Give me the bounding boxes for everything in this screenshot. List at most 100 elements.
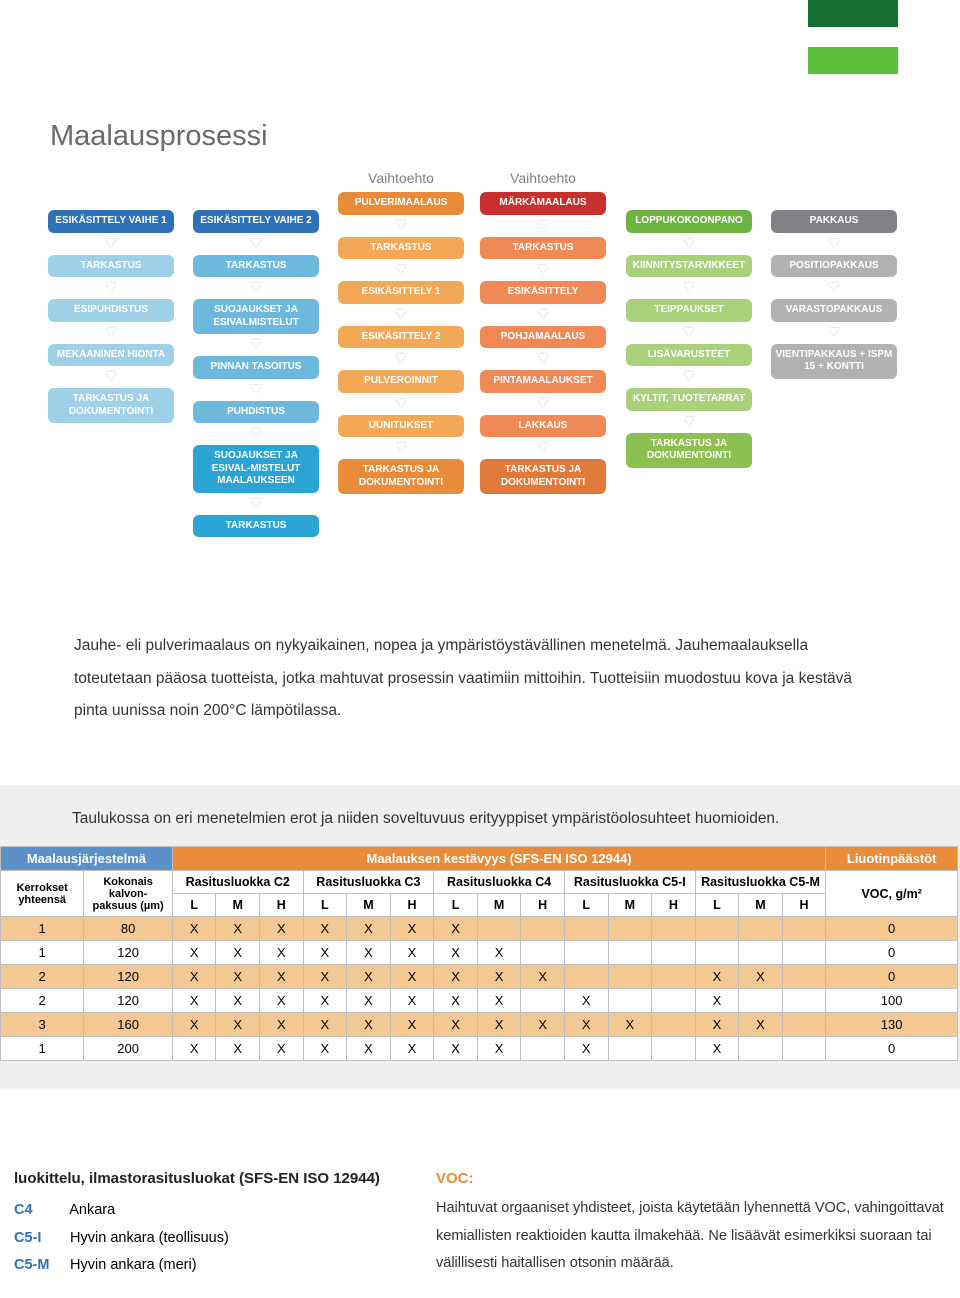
cell-x: [564, 965, 608, 989]
flow-node: SUOJAUKSET JA ESIVALMISTELUT: [193, 299, 319, 334]
cell-x: X: [216, 989, 260, 1013]
cell-x: [608, 965, 652, 989]
cell-x: X: [477, 941, 521, 965]
classification-def: C4 Ankara: [14, 1197, 434, 1225]
cell-voc: 0: [826, 965, 958, 989]
flow-node: PAKKAUS: [771, 210, 897, 233]
cell-x: X: [303, 917, 347, 941]
cell-x: X: [390, 1013, 434, 1037]
flow-node: KIINNITYSTARVIKKEET: [626, 255, 752, 278]
cell-layers: 1: [1, 1037, 84, 1061]
cell-x: X: [390, 965, 434, 989]
cell-x: X: [695, 1013, 739, 1037]
cell-x: [652, 989, 696, 1013]
flow-node: PINNAN TASOITUS: [193, 356, 319, 379]
th-class: Rasitusluokka C5-I: [564, 871, 695, 894]
flow-column: VaihtoehtoMÄRKÄMAALAUSTARKASTUSESIKÄSITT…: [480, 170, 606, 516]
cell-x: [652, 1013, 696, 1037]
arrow-down-icon: [684, 283, 694, 291]
th-voc: Liuotinpäästöt: [826, 847, 958, 871]
flow-node: ESIKÄSITTELY: [480, 281, 606, 304]
table-row: 3160XXXXXXXXXXXXX130: [1, 1013, 958, 1037]
th-lmh: H: [521, 894, 565, 917]
flow-node: MÄRKÄMAALAUS: [480, 192, 606, 215]
th-lmh: M: [739, 894, 783, 917]
option-label: Vaihtoehto: [338, 170, 464, 186]
cell-x: X: [390, 917, 434, 941]
th-lmh: L: [172, 894, 216, 917]
cell-voc: 0: [826, 941, 958, 965]
th-layers: Kerrokset yhteensä: [1, 871, 84, 917]
cell-x: X: [260, 989, 304, 1013]
th-class: Rasitusluokka C4: [434, 871, 565, 894]
th-lmh: M: [216, 894, 260, 917]
cell-voc: 0: [826, 917, 958, 941]
arrow-down-icon: [396, 399, 406, 407]
cell-x: [608, 1037, 652, 1061]
cell-x: X: [347, 989, 391, 1013]
th-lmh: L: [434, 894, 478, 917]
flow-column: ESIKÄSITTELY VAIHE 1TARKASTUSESIPUHDISTU…: [48, 170, 174, 445]
cell-x: X: [260, 1013, 304, 1037]
cell-thickness: 120: [84, 989, 173, 1013]
cell-x: X: [477, 1037, 521, 1061]
flow-node: TARKASTUS JA DOKUMENTOINTI: [338, 459, 464, 494]
classification-title: luokittelu, ilmastorasitusluokat (SFS-EN…: [14, 1170, 434, 1187]
cell-thickness: 80: [84, 917, 173, 941]
cell-thickness: 160: [84, 1013, 173, 1037]
cell-x: [695, 917, 739, 941]
voc-text: Haihtuvat orgaaniset yhdisteet, joista k…: [436, 1195, 946, 1278]
page-title: Maalausprosessi: [50, 120, 268, 153]
cell-x: X: [521, 1013, 565, 1037]
flow-node: PULVERIMAALAUS: [338, 192, 464, 215]
arrow-down-icon: [538, 443, 548, 451]
cell-x: [782, 989, 826, 1013]
arrow-down-icon: [106, 328, 116, 336]
accent-bar: [808, 0, 898, 27]
cell-x: [739, 989, 783, 1013]
arrow-down-icon: [251, 429, 261, 437]
cell-x: X: [172, 989, 216, 1013]
table-row: 180XXXXXXX0: [1, 917, 958, 941]
arrow-down-icon: [538, 354, 548, 362]
cell-thickness: 200: [84, 1037, 173, 1061]
cell-x: X: [260, 1037, 304, 1061]
arrow-down-icon: [251, 385, 261, 393]
intro-paragraph: Jauhe- eli pulverimaalaus on nykyaikaine…: [74, 630, 874, 728]
th-lmh: L: [303, 894, 347, 917]
flow-node: UUNITUKSET: [338, 415, 464, 438]
cell-x: X: [434, 1037, 478, 1061]
cell-layers: 1: [1, 941, 84, 965]
arrow-down-icon: [396, 354, 406, 362]
th-lmh: L: [695, 894, 739, 917]
cell-x: X: [303, 965, 347, 989]
arrow-down-icon: [251, 340, 261, 348]
flow-node: POSITIOPAKKAUS: [771, 255, 897, 278]
cell-x: [608, 917, 652, 941]
cell-x: X: [695, 965, 739, 989]
arrow-down-icon: [251, 239, 261, 247]
table-row: 2120XXXXXXXXXX100: [1, 989, 958, 1013]
cell-x: X: [347, 965, 391, 989]
cell-x: X: [564, 1013, 608, 1037]
flow-node: ESIKÄSITTELY 2: [338, 326, 464, 349]
cell-x: X: [347, 1037, 391, 1061]
arrow-down-icon: [684, 328, 694, 336]
arrow-down-icon: [829, 283, 839, 291]
flow-column: ESIKÄSITTELY VAIHE 2TARKASTUSSUOJAUKSET …: [193, 170, 319, 559]
cell-x: [782, 965, 826, 989]
cell-x: X: [564, 1037, 608, 1061]
cell-x: X: [172, 917, 216, 941]
th-durability: Maalauksen kestävyys (SFS-EN ISO 12944): [172, 847, 825, 871]
cell-x: X: [260, 941, 304, 965]
cell-x: [564, 917, 608, 941]
cell-layers: 3: [1, 1013, 84, 1037]
footer: luokittelu, ilmastorasitusluokat (SFS-EN…: [0, 1170, 960, 1280]
flow-node: PINTAMAALAUKSET: [480, 370, 606, 393]
arrow-down-icon: [396, 443, 406, 451]
cell-x: X: [434, 917, 478, 941]
th-lmh: L: [564, 894, 608, 917]
arrow-down-icon: [538, 399, 548, 407]
cell-x: X: [303, 1013, 347, 1037]
cell-x: [782, 917, 826, 941]
